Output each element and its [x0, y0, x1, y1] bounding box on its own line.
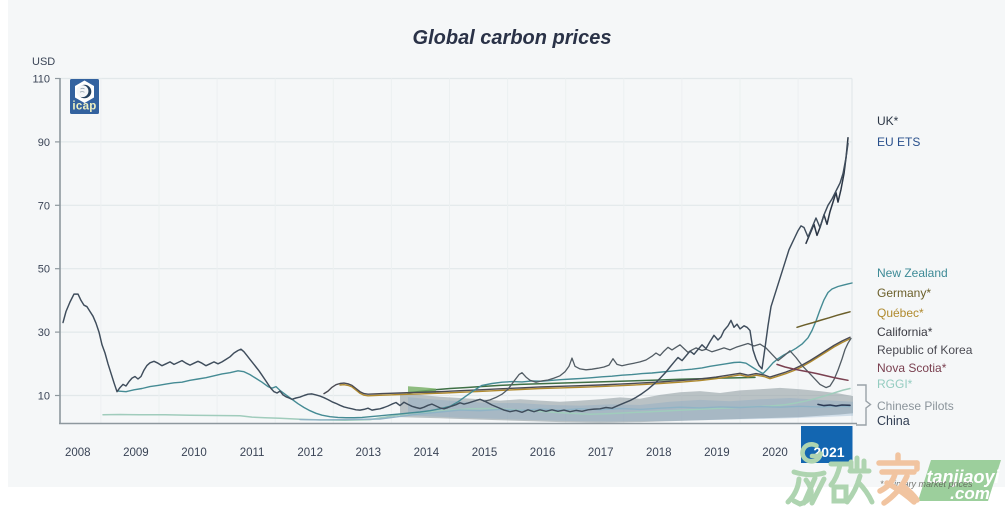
svg-text:China: China — [877, 414, 910, 428]
svg-text:2010: 2010 — [181, 447, 207, 459]
svg-text:2008: 2008 — [65, 447, 91, 459]
svg-text:50: 50 — [38, 264, 50, 276]
svg-text:RGGI*: RGGI* — [877, 377, 913, 391]
svg-text:* primary market prices: * primary market prices — [880, 479, 973, 489]
svg-text:Republic of Korea: Republic of Korea — [877, 343, 973, 357]
svg-text:2011: 2011 — [240, 447, 265, 459]
svg-text:tanjiaoyi: tanjiaoyi — [926, 467, 1000, 487]
svg-text:90: 90 — [38, 137, 50, 149]
svg-text:30: 30 — [38, 327, 50, 339]
svg-text:Germany*: Germany* — [877, 286, 931, 300]
svg-text:.com: .com — [950, 484, 990, 503]
svg-text:icap: icap — [72, 101, 96, 113]
svg-text:2012: 2012 — [297, 447, 323, 459]
svg-text:2017: 2017 — [588, 447, 614, 459]
svg-text:Chinese Pilots: Chinese Pilots — [877, 399, 954, 413]
svg-text:Global carbon prices: Global carbon prices — [413, 27, 612, 49]
svg-text:2019: 2019 — [704, 447, 730, 459]
svg-text:Québec*: Québec* — [877, 306, 924, 320]
svg-text:California*: California* — [877, 325, 933, 339]
svg-text:New Zealand: New Zealand — [877, 266, 948, 280]
svg-text:USD: USD — [32, 56, 55, 68]
svg-text:2013: 2013 — [356, 447, 382, 459]
svg-text:2014: 2014 — [414, 447, 440, 459]
svg-text:EU ETS: EU ETS — [877, 135, 920, 149]
svg-text:2009: 2009 — [123, 447, 149, 459]
svg-text:Nova Scotia*: Nova Scotia* — [877, 361, 947, 375]
svg-text:UK*: UK* — [877, 114, 899, 128]
svg-text:2015: 2015 — [472, 447, 498, 459]
svg-text:2018: 2018 — [646, 447, 672, 459]
svg-text:10: 10 — [38, 391, 50, 403]
svg-text:2020: 2020 — [762, 447, 788, 459]
svg-text:110: 110 — [32, 74, 50, 86]
svg-text:2016: 2016 — [530, 447, 556, 459]
svg-text:70: 70 — [38, 200, 50, 212]
